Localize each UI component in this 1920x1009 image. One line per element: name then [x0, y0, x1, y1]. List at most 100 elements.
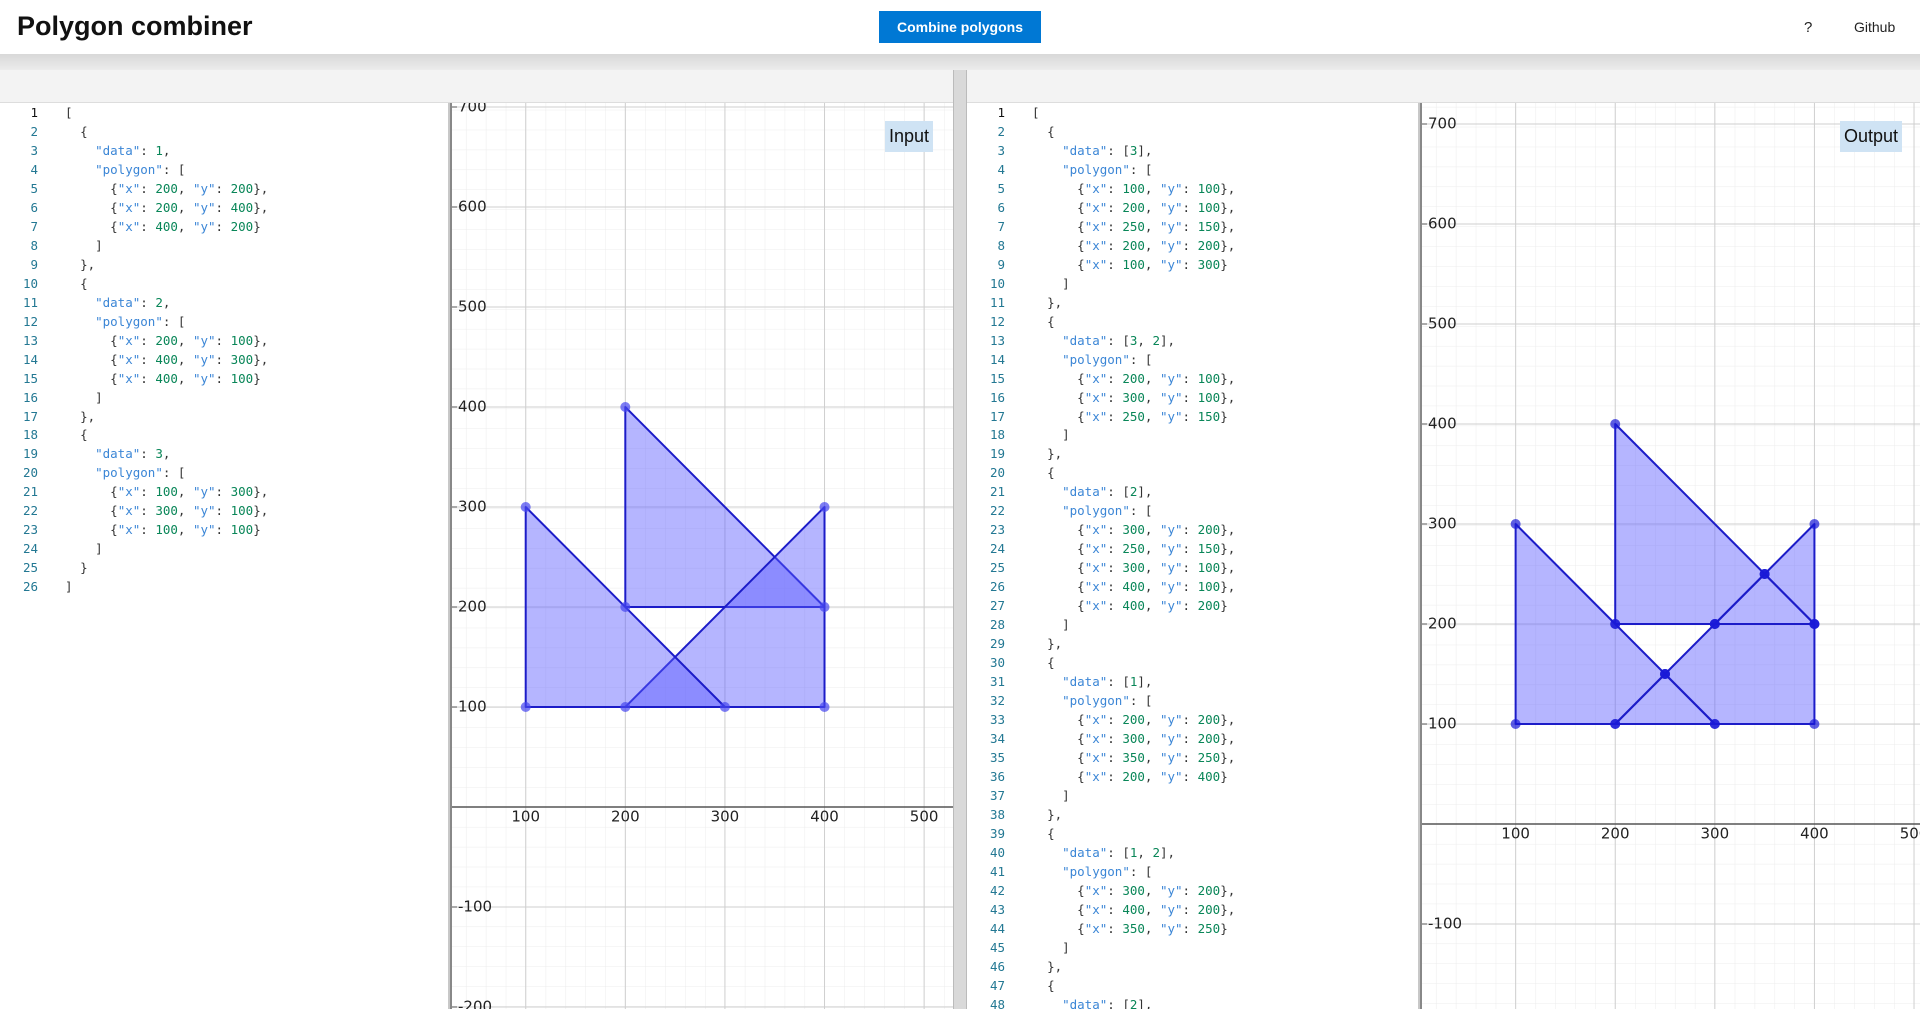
code-token: "y" [192, 180, 216, 196]
code-token: : [215, 370, 224, 386]
code-token: 100 [1197, 389, 1221, 405]
input-plot[interactable]: 100 200 300 400 500 -200 -100 100 200 300 400 500 60… [450, 103, 953, 1009]
code-token: 200 [1122, 712, 1145, 728]
code-token: , [177, 503, 186, 519]
code-token: "polygon" [1062, 863, 1130, 879]
code-token: { [1077, 541, 1085, 557]
code-token: : [1129, 351, 1138, 367]
code-token: : [1107, 541, 1115, 557]
input-code-editor[interactable]: 1[2 {3 "data": 1, 4 "polygon": [5 {"x": 2… [0, 103, 450, 1009]
code-token: "y" [1159, 749, 1183, 765]
panel-splitter[interactable] [953, 70, 967, 1009]
code-token: "x" [1084, 579, 1108, 595]
code-token: 300 [1122, 731, 1145, 746]
code-token: { [110, 332, 118, 348]
code-token: } [1220, 598, 1228, 614]
code-line: {"x": 200, "y": 200}, [1032, 710, 1235, 729]
code-token: "data" [95, 142, 141, 158]
code-token: "data" [95, 294, 141, 310]
combine-button[interactable]: Combine polygons [879, 11, 1041, 43]
code-token: { [1077, 218, 1085, 234]
code-token: ] [95, 541, 103, 557]
code-token: : [140, 351, 148, 367]
code-token: 200 [155, 332, 178, 348]
line-number: 7 [997, 218, 1005, 234]
line-number: 1 [30, 105, 38, 120]
code-token: 150 [1197, 408, 1221, 424]
output-code-editor[interactable]: 1[2 {3 "data": [3], 4 "polygon": [5 {"x":… [967, 103, 1420, 1009]
code-token: } [1220, 731, 1228, 746]
code-token: 200 [1197, 522, 1221, 538]
code-line: }, [65, 407, 95, 426]
code-token: , [1144, 731, 1153, 746]
y-tick-label: -100 [1428, 915, 1462, 933]
code-token: : [1107, 408, 1115, 424]
code-token: 1 [1129, 844, 1138, 860]
code-token: { [1077, 882, 1085, 898]
line-number: 3 [30, 142, 38, 158]
line-number: 8 [997, 237, 1005, 253]
code-token: } [1220, 560, 1228, 576]
code-token: , [1227, 541, 1236, 557]
code-token: : [1129, 863, 1138, 879]
code-line: {"x": 200, "y": 100}, [1032, 369, 1235, 388]
code-token: : [1182, 882, 1191, 898]
code-token: , [1144, 484, 1153, 500]
code-token: : [1107, 256, 1115, 272]
app-title: Polygon combiner [17, 11, 253, 41]
code-token: 100 [1197, 180, 1221, 196]
code-token: , [177, 218, 186, 234]
code-token: { [1077, 560, 1085, 576]
y-tick-label: 700 [1428, 115, 1457, 133]
code-line: [ [65, 103, 73, 122]
code-token: , [87, 256, 96, 272]
code-token: 250 [1122, 408, 1145, 424]
code-token: "x" [1084, 920, 1108, 936]
code-token: 400 [155, 370, 178, 386]
code-token: 200 [230, 218, 254, 234]
line-number: 16 [22, 389, 38, 405]
code-token: "data" [1062, 332, 1108, 348]
code-line: {"x": 300, "y": 200}, [1032, 881, 1235, 900]
code-line: [ [1032, 103, 1040, 122]
code-token: { [110, 180, 118, 196]
code-token: ] [65, 579, 73, 595]
code-token: 100 [155, 484, 178, 500]
code-token: { [1077, 598, 1085, 614]
help-link[interactable]: ? [1804, 19, 1813, 36]
code-token: 200 [1197, 731, 1221, 746]
code-token: ] [1159, 332, 1168, 348]
github-link[interactable]: Github [1854, 19, 1896, 35]
code-token: [ [1144, 503, 1153, 519]
code-token: "polygon" [1062, 503, 1130, 519]
code-token: "y" [192, 199, 216, 215]
code-line: {"x": 200, "y": 100}, [1032, 198, 1235, 217]
code-line: {"x": 400, "y": 200}, [1032, 900, 1235, 919]
code-token: } [253, 522, 261, 538]
line-number: 40 [989, 844, 1005, 860]
code-line: "polygon": [ [1032, 160, 1152, 179]
code-token: , [1227, 731, 1236, 746]
line-number: 19 [22, 446, 38, 462]
code-token: [ [1122, 484, 1130, 500]
code-token: : [1107, 598, 1115, 614]
code-token: , [1227, 199, 1236, 215]
code-line: }, [1032, 957, 1062, 976]
output-plot[interactable]: 100 200 300 400 500 -100 100 200 300 400 500 600 700… [1420, 103, 1920, 1009]
x-tick-label: 100 [511, 808, 540, 826]
code-line: { [65, 122, 88, 141]
code-token: , [1144, 389, 1153, 405]
code-token: 250 [1122, 541, 1145, 557]
code-token: "y" [1159, 712, 1183, 728]
code-token: ] [1062, 787, 1070, 803]
code-token: { [1077, 768, 1085, 784]
code-token: 300 [230, 351, 254, 367]
plot-label: Input [884, 121, 933, 152]
code-token: { [1047, 655, 1055, 671]
code-token: "x" [117, 218, 141, 234]
code-token: : [140, 332, 148, 348]
code-token: "x" [1084, 541, 1108, 557]
code-token: : [1107, 901, 1115, 917]
code-token: : [1182, 522, 1191, 538]
